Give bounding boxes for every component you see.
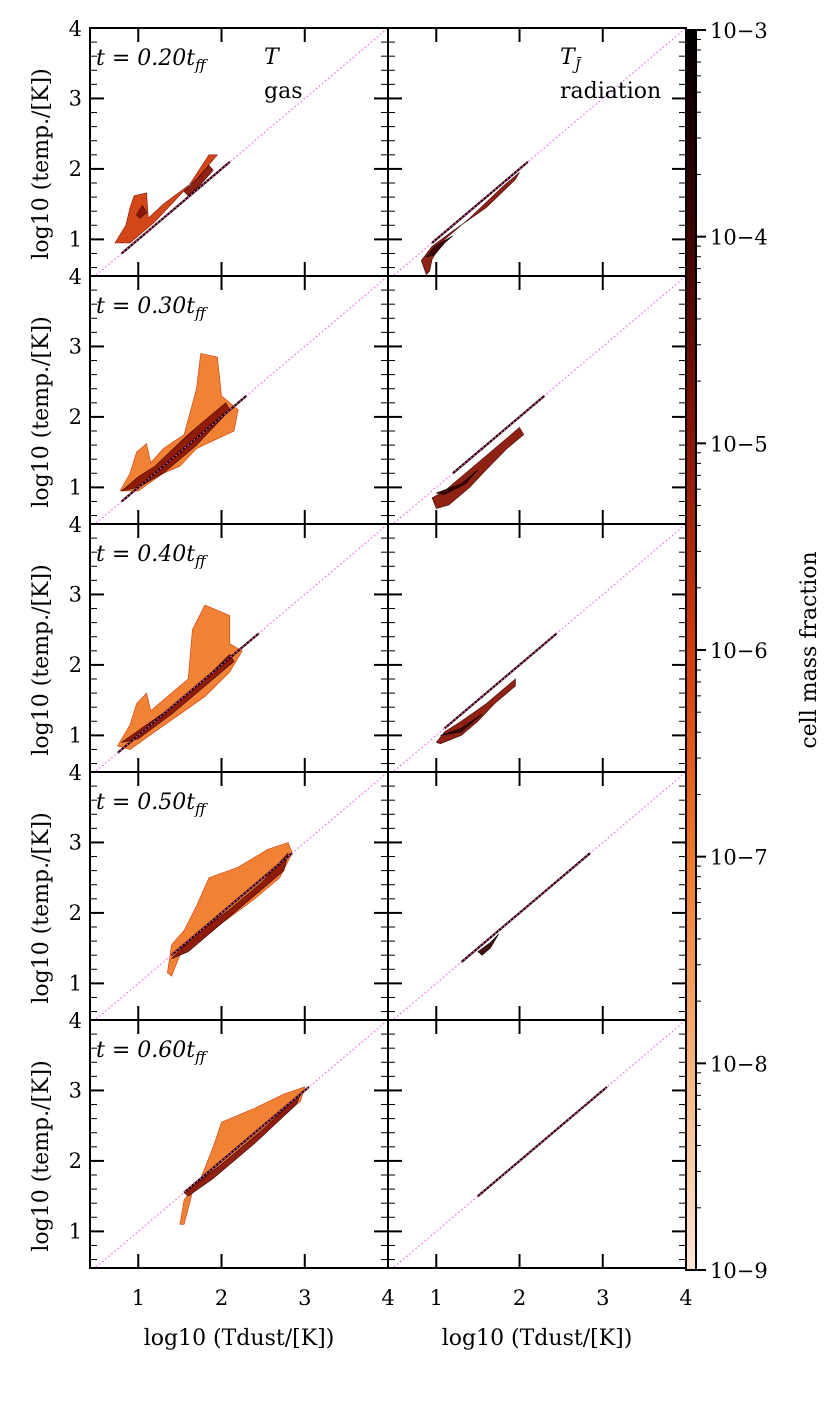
heat-region-3-0-1 [171, 852, 289, 959]
gas-label: gas [264, 79, 303, 104]
panel-1-1-data [392, 276, 686, 524]
panel-0-0-data [94, 28, 388, 276]
y-top-tick-label-0: 4 [69, 17, 82, 41]
y-tick-label-1-2: 2 [69, 405, 82, 429]
reference-line-3-0 [94, 772, 388, 1020]
colorbar-tick-label-6: 10−3 [710, 19, 768, 43]
y-axis-label-4: log10 (temp./[K]) [29, 1060, 54, 1251]
y-tick-label-4-2: 2 [69, 1149, 82, 1173]
panel-4-0-data [94, 1020, 388, 1268]
reference-line-4-0 [94, 1020, 388, 1268]
y-axis-label-1: log10 (temp./[K]) [29, 316, 54, 507]
heat-region-0-0-0 [114, 154, 219, 244]
x-tick-label-1-3: 3 [596, 1286, 609, 1310]
time-label-sub-2: ff [194, 552, 208, 570]
heat-region-2-1-1 [440, 713, 483, 736]
radiation-symbol-sub: J̄ [572, 56, 583, 74]
time-label-2: t = 0.40tff [96, 542, 208, 570]
radiation-symbol: TJ̄ [560, 45, 582, 74]
time-label-3: t = 0.50tff [96, 790, 208, 818]
y-tick-label-3-1: 1 [69, 971, 82, 995]
time-label-sub-0: ff [194, 56, 208, 74]
y-tick-label-0-2: 2 [69, 157, 82, 181]
colorbar-tick-label-5: 10−4 [710, 226, 768, 250]
y-tick-label-0-3: 3 [69, 86, 82, 110]
y-tick-label-2-3: 3 [69, 582, 82, 606]
time-label-sub-3: ff [194, 800, 208, 818]
colorbar [685, 29, 697, 1271]
reference-line-0-1 [392, 28, 686, 276]
x-tick-label-0-4: 4 [381, 1286, 394, 1310]
y-tick-label-1-1: 1 [69, 475, 82, 499]
reference-line-1-1 [392, 276, 686, 524]
x-axis-label-1: log10 (Tdust/[K]) [442, 1326, 633, 1351]
heat-region-0-0-1 [136, 204, 147, 219]
heat-region-1-1-1 [435, 469, 479, 495]
radiation-label: radiation [560, 79, 661, 104]
reference-line-1-0 [94, 276, 388, 524]
time-label-1: t = 0.30tff [96, 294, 208, 322]
colorbar-tick-label-4: 10−5 [710, 432, 768, 456]
time-label-sub-4: ff [194, 1048, 208, 1066]
colorbar-tick-label-3: 10−6 [710, 639, 768, 663]
heat-region-4-0-1 [183, 1093, 301, 1197]
y-tick-label-4-3: 3 [69, 1078, 82, 1102]
colorbar-tick-label-0: 10−9 [710, 1259, 768, 1283]
time-label-sub-1: ff [194, 304, 208, 322]
colorbar-tick-label-2: 10−7 [710, 846, 768, 870]
panel-3-0-data [94, 772, 388, 1020]
reference-line-0-0 [94, 28, 388, 276]
reference-line-3-1 [392, 772, 686, 1020]
y-top-tick-label-3: 4 [69, 761, 82, 785]
heat-region-1-0-0 [119, 353, 239, 492]
x-tick-label-0-3: 3 [298, 1286, 311, 1310]
panel-1-0-data [94, 276, 388, 524]
reference-line-4-1 [392, 1020, 686, 1268]
colorbar-label: cell mass fraction [797, 551, 822, 748]
heat-region-2-1-0 [435, 678, 516, 745]
x-tick-label-1-2: 2 [513, 1286, 526, 1310]
panel-3-1-data [392, 772, 686, 1020]
y-tick-label-2-1: 1 [69, 723, 82, 747]
heat-region-1-1-0 [431, 427, 525, 509]
panel-2-0-data [94, 524, 388, 772]
panel-4-1-data [392, 1020, 686, 1268]
y-top-tick-label-1: 4 [69, 265, 82, 289]
heat-region-3-1-0 [477, 933, 499, 956]
x-tick-label-0-1: 1 [132, 1286, 145, 1310]
y-tick-label-0-1: 1 [69, 227, 82, 251]
y-tick-label-3-3: 3 [69, 830, 82, 854]
time-label-0: t = 0.20tff [96, 46, 208, 74]
heat-region-1-0-1 [121, 402, 231, 492]
heat-region-2-0-0 [117, 604, 243, 750]
y-top-tick-label-4: 4 [69, 1009, 82, 1033]
y-tick-label-1-3: 3 [69, 334, 82, 358]
panel-0-1-data [392, 28, 686, 276]
panel-2-1-data [392, 524, 686, 772]
reference-line-2-0 [94, 524, 388, 772]
time-label-4: t = 0.60tff [96, 1038, 208, 1066]
y-axis-label-3: log10 (temp./[K]) [29, 812, 54, 1003]
colorbar-tick-label-1: 10−8 [710, 1052, 768, 1076]
reference-line-2-1 [392, 524, 686, 772]
x-axis-label-0: log10 (Tdust/[K]) [144, 1326, 335, 1351]
heat-region-0-1-0 [420, 172, 520, 276]
x-tick-label-0-2: 2 [215, 1286, 228, 1310]
y-axis-label-0: log10 (temp./[K]) [29, 68, 54, 259]
y-tick-label-2-2: 2 [69, 653, 82, 677]
y-axis-label-2: log10 (temp./[K]) [29, 564, 54, 755]
y-tick-label-4-1: 1 [69, 1219, 82, 1243]
y-tick-label-3-2: 2 [69, 901, 82, 925]
gas-symbol: T [264, 45, 281, 70]
x-tick-label-1-4: 4 [679, 1286, 692, 1310]
x-tick-label-1-1: 1 [430, 1286, 443, 1310]
heat-region-0-1-1 [425, 235, 454, 258]
equilibrium-streak-4-1 [477, 1086, 608, 1197]
y-top-tick-label-2: 4 [69, 513, 82, 537]
